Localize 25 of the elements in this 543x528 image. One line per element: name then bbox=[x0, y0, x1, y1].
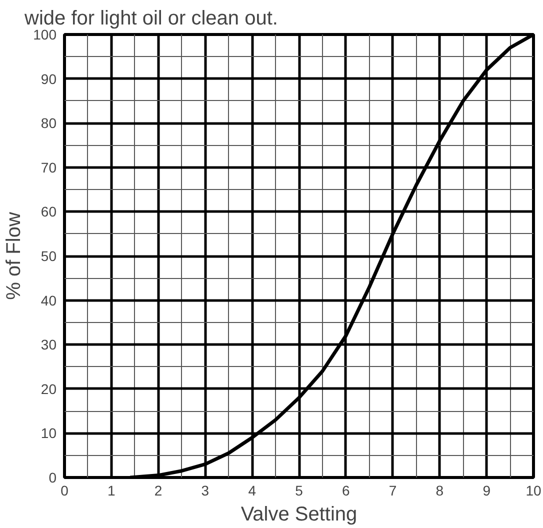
x-tick-label: 0 bbox=[60, 482, 69, 498]
y-tick-label: 100 bbox=[33, 26, 57, 42]
y-axis-title: % of Flow bbox=[3, 212, 26, 300]
y-tick-label: 30 bbox=[40, 336, 57, 353]
y-tick-label: 60 bbox=[40, 204, 57, 220]
x-tick-label: 10 bbox=[526, 482, 542, 498]
x-tick-label: 4 bbox=[248, 482, 256, 498]
x-tick-label: 1 bbox=[108, 482, 116, 498]
x-axis-title: Valve Setting bbox=[240, 504, 358, 526]
x-tick-label: 5 bbox=[295, 482, 304, 498]
x-tick-label: 8 bbox=[436, 482, 444, 498]
y-tick-label: 0 bbox=[48, 470, 57, 486]
y-tick-label: 10 bbox=[40, 425, 57, 442]
x-tick-label: 9 bbox=[482, 482, 491, 498]
x-tick-label: 2 bbox=[154, 482, 162, 498]
y-tick-label: 80 bbox=[40, 115, 57, 132]
x-tick-label: 6 bbox=[342, 482, 350, 498]
y-tick-label: 40 bbox=[40, 292, 57, 308]
y-tick-label: 50 bbox=[40, 248, 57, 264]
x-tick-label: 3 bbox=[201, 482, 210, 498]
y-tick-label: 20 bbox=[40, 380, 57, 397]
chart-title: wide for light oil or clean out. bbox=[24, 8, 278, 30]
y-tick-label: 70 bbox=[40, 159, 57, 176]
y-tick-label: 90 bbox=[40, 70, 57, 87]
x-tick-label: 7 bbox=[388, 482, 397, 498]
